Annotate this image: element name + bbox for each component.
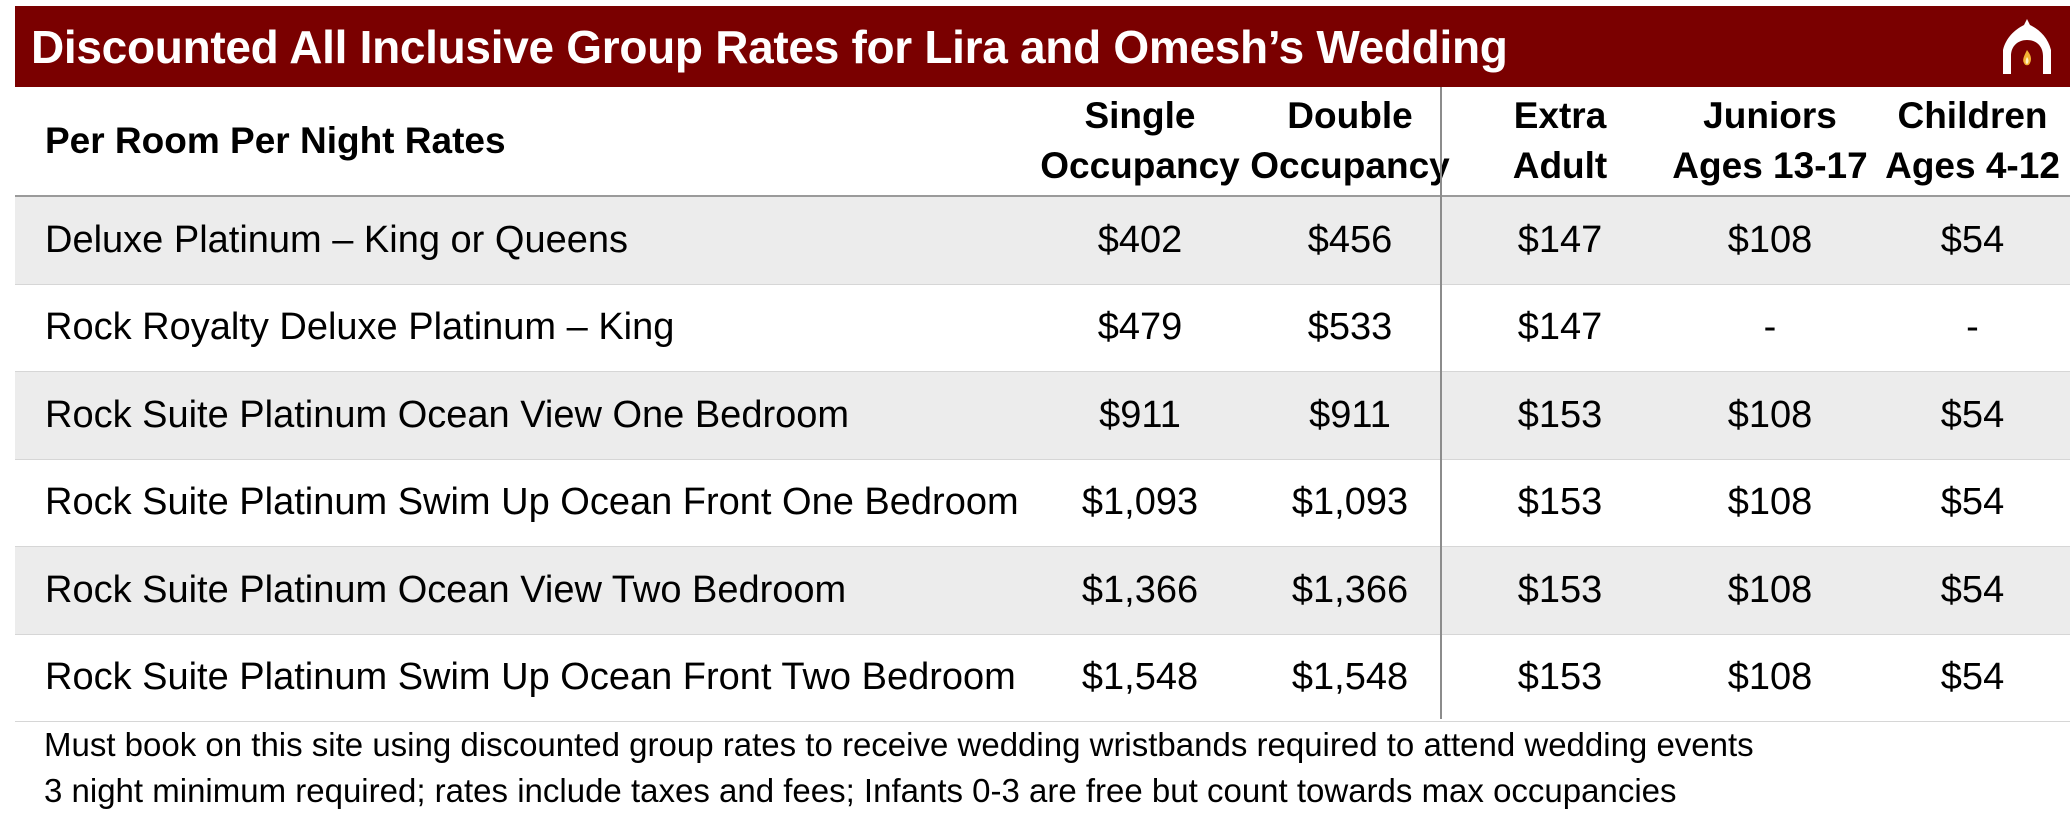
- double-rate: $1,366: [1291, 568, 1409, 611]
- table-row: Rock Suite Platinum Ocean View One Bedro…: [15, 372, 2070, 460]
- table-row: Rock Suite Platinum Swim Up Ocean Front …: [15, 460, 2070, 547]
- juniors-rate: $108: [1727, 568, 1813, 611]
- double-rate: $911: [1309, 393, 1391, 436]
- table-row: Rock Suite Platinum Swim Up Ocean Front …: [15, 635, 2070, 722]
- room-name: Rock Royalty Deluxe Platinum – King: [45, 306, 675, 349]
- page-title: Discounted All Inclusive Group Rates for…: [31, 21, 1508, 73]
- header-juniors: Juniors Ages 13-17: [1672, 95, 1868, 186]
- extra-adult-rate: $153: [1517, 393, 1603, 436]
- juniors-rate: $108: [1727, 481, 1813, 524]
- children-rate: $54: [1940, 481, 2005, 524]
- note-line: 3 night minimum required; rates include …: [44, 772, 1677, 809]
- booking-notes: Must book on this site using discounted …: [44, 722, 1754, 814]
- note-line: Must book on this site using discounted …: [44, 726, 1754, 763]
- single-rate: $402: [1097, 218, 1183, 261]
- room-name: Deluxe Platinum – King or Queens: [45, 218, 628, 261]
- table-row: Deluxe Platinum – King or Queens $402 $4…: [15, 197, 2070, 285]
- extra-adult-rate: $147: [1517, 218, 1603, 261]
- table-header-row: Per Room Per Night Rates Single Occupancy…: [15, 87, 2070, 197]
- children-rate: $54: [1940, 656, 2005, 699]
- single-rate: $1,366: [1081, 568, 1199, 611]
- rates-table: Per Room Per Night Rates Single Occupancy…: [15, 87, 2070, 722]
- room-name: Rock Suite Platinum Swim Up Ocean Front …: [45, 656, 1016, 699]
- header-double-occupancy: Double Occupancy: [1250, 95, 1450, 186]
- children-rate: -: [1966, 306, 1979, 349]
- extra-adult-rate: $147: [1517, 306, 1603, 349]
- double-rate: $1,093: [1291, 481, 1409, 524]
- room-name: Rock Suite Platinum Ocean View One Bedro…: [45, 393, 850, 436]
- single-rate: $1,093: [1081, 481, 1199, 524]
- column-divider: [1440, 87, 1442, 719]
- children-rate: $54: [1940, 218, 2005, 261]
- room-name: Rock Suite Platinum Swim Up Ocean Front …: [45, 481, 1019, 524]
- header-room-type: Per Room Per Night Rates: [45, 120, 506, 161]
- juniors-rate: $108: [1727, 218, 1813, 261]
- double-rate: $533: [1307, 306, 1393, 349]
- single-rate: $911: [1099, 393, 1181, 436]
- extra-adult-rate: $153: [1517, 568, 1603, 611]
- double-rate: $1,548: [1291, 656, 1409, 699]
- double-rate: $456: [1307, 218, 1393, 261]
- room-name: Rock Suite Platinum Ocean View Two Bedro…: [45, 568, 847, 611]
- extra-adult-rate: $153: [1517, 656, 1603, 699]
- single-rate: $1,548: [1081, 656, 1199, 699]
- juniors-rate: $108: [1727, 393, 1813, 436]
- children-rate: $54: [1940, 393, 2005, 436]
- children-rate: $54: [1940, 568, 2005, 611]
- header-children: Children Ages 4-12: [1885, 95, 2060, 186]
- title-banner: Discounted All Inclusive Group Rates for…: [15, 6, 2070, 87]
- header-single-occupancy: Single Occupancy: [1040, 95, 1240, 186]
- table-row: Rock Royalty Deluxe Platinum – King $479…: [15, 285, 2070, 372]
- single-rate: $479: [1097, 306, 1183, 349]
- table-row: Rock Suite Platinum Ocean View Two Bedro…: [15, 547, 2070, 635]
- header-extra-adult: Extra Adult: [1512, 95, 1608, 186]
- juniors-rate: -: [1763, 306, 1777, 349]
- extra-adult-rate: $153: [1517, 481, 1603, 524]
- temple-arch-flame-icon: [2003, 19, 2051, 74]
- juniors-rate: $108: [1727, 656, 1813, 699]
